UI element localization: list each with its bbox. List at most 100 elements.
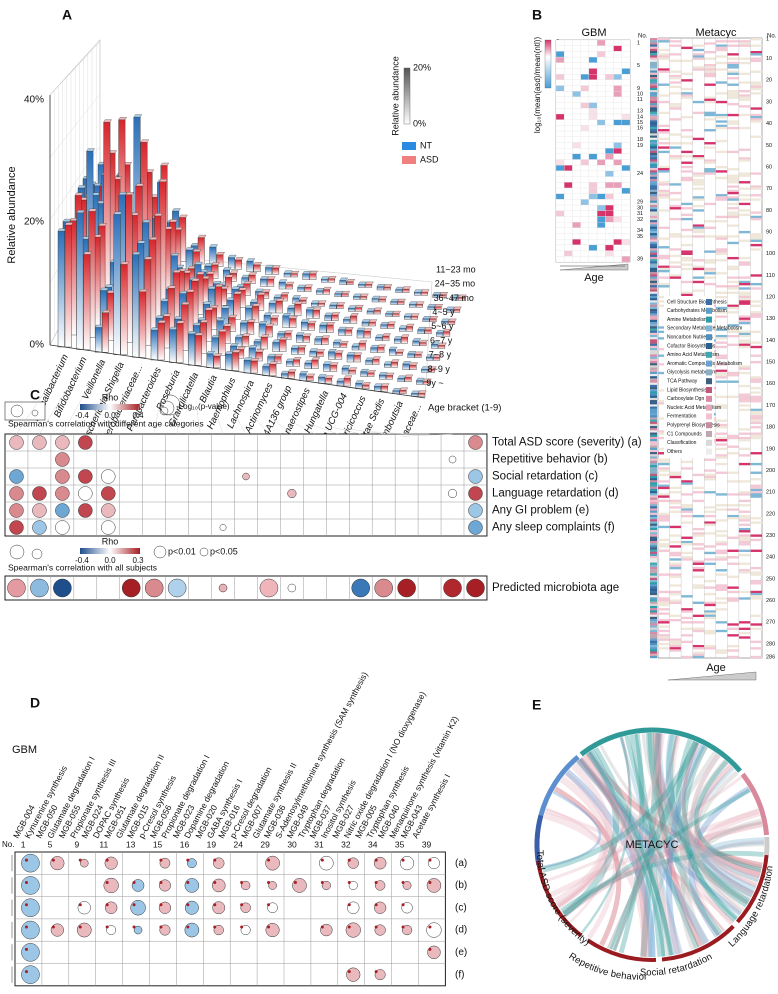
heat-cell bbox=[555, 193, 565, 200]
heat-cell bbox=[692, 137, 705, 141]
heat-cell bbox=[596, 119, 606, 126]
bar bbox=[338, 329, 346, 336]
bar bbox=[76, 212, 84, 350]
bar-top bbox=[422, 316, 432, 319]
heat-cell bbox=[750, 566, 762, 570]
heat-cell bbox=[658, 131, 670, 134]
bar-top bbox=[355, 380, 364, 384]
heat-cell bbox=[738, 534, 751, 537]
heat-cell bbox=[715, 48, 728, 52]
heat-cell bbox=[704, 235, 716, 238]
heat-cell bbox=[727, 202, 739, 206]
bar-top bbox=[133, 114, 143, 118]
bar-top bbox=[255, 349, 265, 353]
heat-cell bbox=[658, 545, 670, 548]
heat-cell bbox=[750, 51, 762, 54]
small-dot bbox=[401, 880, 405, 884]
heat-cell bbox=[669, 198, 682, 201]
heat-cell bbox=[727, 122, 739, 125]
ribbon bbox=[581, 737, 632, 934]
bar bbox=[401, 337, 408, 344]
side-cell bbox=[650, 74, 657, 78]
side-cell bbox=[650, 120, 657, 123]
ribbon bbox=[705, 821, 763, 872]
row-number: 50 bbox=[766, 143, 772, 149]
no-label: No. bbox=[638, 34, 648, 40]
row-number: 1 bbox=[766, 37, 769, 43]
bar bbox=[339, 280, 347, 285]
heat-cell bbox=[669, 564, 682, 568]
side-cell bbox=[650, 523, 657, 526]
heat-cell bbox=[750, 235, 762, 238]
bar-top bbox=[363, 328, 373, 332]
heat-cell bbox=[613, 159, 622, 166]
side-cell bbox=[650, 543, 657, 546]
small-dot bbox=[186, 903, 190, 907]
heat-cell bbox=[738, 81, 751, 84]
heat-cell bbox=[588, 210, 598, 217]
small-dot bbox=[374, 858, 378, 862]
small-dot bbox=[186, 925, 190, 929]
corr-circle bbox=[9, 503, 24, 518]
heat-cell bbox=[727, 649, 739, 652]
corr-circle bbox=[240, 902, 251, 913]
row-number: 270 bbox=[766, 620, 775, 626]
heat-cell bbox=[727, 311, 739, 314]
heat-cell bbox=[564, 244, 573, 251]
heat-cell bbox=[658, 519, 670, 522]
ribbon bbox=[641, 733, 759, 883]
heat-cell bbox=[669, 473, 682, 477]
panel-label: C bbox=[30, 387, 40, 403]
heat-cell bbox=[727, 517, 739, 520]
bar bbox=[260, 336, 268, 350]
heat-cell bbox=[727, 235, 739, 238]
side-cell bbox=[650, 228, 657, 232]
heat-cell bbox=[669, 640, 682, 644]
side-cell bbox=[650, 647, 657, 650]
heat-cell bbox=[692, 514, 705, 518]
heat-cell bbox=[621, 142, 631, 149]
heat-cell bbox=[621, 159, 631, 166]
heat-cell bbox=[658, 495, 670, 498]
ribbon bbox=[651, 732, 673, 957]
heat-cell bbox=[555, 256, 565, 263]
heat-cell bbox=[715, 40, 728, 43]
heat-cell bbox=[727, 178, 739, 182]
heat-cell bbox=[580, 233, 590, 240]
heat-cell bbox=[658, 285, 670, 288]
side-cell bbox=[650, 629, 657, 633]
row-number: 29 bbox=[637, 200, 643, 206]
bar-top bbox=[398, 325, 408, 329]
ribbon bbox=[577, 757, 682, 955]
heat-cell bbox=[580, 125, 590, 132]
bar-top bbox=[232, 349, 241, 353]
arc-label-path: Repetitive behavior bbox=[567, 950, 647, 982]
side-cell bbox=[650, 330, 657, 334]
bar bbox=[187, 333, 195, 366]
heat-cell bbox=[555, 136, 565, 143]
row-label: (c) bbox=[455, 902, 467, 913]
side-cell bbox=[650, 452, 657, 455]
panel-title: GBM bbox=[12, 744, 37, 756]
heat-cell bbox=[572, 176, 581, 183]
bar-top bbox=[230, 343, 239, 347]
heat-cell bbox=[555, 102, 565, 109]
heat-cell bbox=[750, 85, 762, 89]
small-dot bbox=[347, 925, 351, 929]
bar-top bbox=[64, 222, 74, 226]
bar bbox=[414, 292, 421, 296]
y-axis-label: Relative abundance bbox=[6, 166, 18, 263]
bar-top bbox=[346, 279, 356, 282]
heat-cell bbox=[588, 74, 598, 80]
heat-cell bbox=[738, 334, 751, 338]
heat-cell bbox=[621, 170, 631, 177]
bar-top bbox=[331, 312, 341, 316]
bar-top bbox=[393, 336, 403, 340]
heat-cell bbox=[588, 142, 598, 149]
side-cell bbox=[650, 94, 657, 97]
ribbon bbox=[665, 734, 760, 883]
bar bbox=[416, 380, 424, 385]
heat-cell bbox=[738, 519, 751, 522]
heat-cell bbox=[681, 87, 693, 91]
